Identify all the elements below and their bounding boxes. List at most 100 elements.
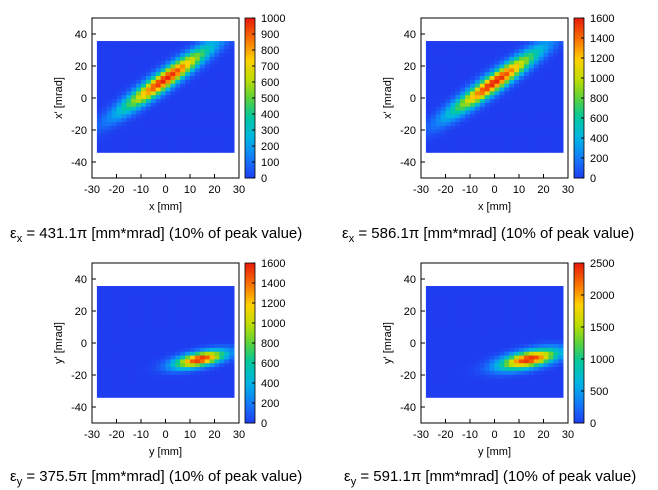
heatmap-cell	[131, 359, 137, 364]
heatmap-cell	[111, 56, 117, 61]
heatmap-cell	[145, 60, 152, 65]
heatmap-cell	[435, 52, 441, 57]
heatmap-cell	[229, 52, 235, 57]
colorbar-segment	[574, 48, 584, 51]
heatmap-cell	[170, 90, 176, 96]
heatmap-cell	[558, 328, 564, 333]
heatmap-cell	[533, 382, 539, 387]
heatmap-cell	[101, 94, 108, 100]
x-tick-label: -10	[462, 184, 478, 196]
heatmap-cell	[101, 343, 108, 348]
heatmap-cell	[440, 332, 446, 337]
heatmap-cell	[150, 320, 157, 325]
heatmap-cell	[96, 56, 103, 61]
colorbar-segment	[245, 114, 255, 117]
heatmap-cell	[106, 320, 112, 325]
heatmap-cell	[440, 125, 446, 130]
heatmap-cell	[533, 316, 539, 321]
colorbar-segment	[574, 305, 584, 308]
heatmap-cell	[145, 351, 152, 356]
heatmap-cell	[489, 335, 495, 341]
heatmap-cell	[111, 359, 117, 364]
heatmap-cell	[175, 359, 181, 364]
heatmap-cell	[470, 117, 476, 123]
heatmap-cell	[170, 370, 176, 375]
colorbar-segment	[574, 389, 584, 392]
heatmap-cell	[440, 286, 446, 291]
heatmap-cell	[136, 121, 142, 126]
colorbar-segment	[574, 397, 584, 400]
heatmap-cell	[514, 332, 520, 337]
heatmap-cell	[96, 351, 103, 356]
heatmap-cell	[121, 389, 127, 394]
heatmap-cell	[229, 289, 235, 295]
heatmap-cell	[121, 366, 127, 371]
heatmap-cell	[504, 286, 510, 291]
panel-2: -30 -20 -10 0 10 20 30 40 20 0 -20 -40 y [mm] y' [mra…	[0, 245, 329, 490]
heatmap-cell	[484, 297, 490, 302]
heatmap-cell	[514, 125, 520, 130]
heatmap-cell	[499, 64, 505, 69]
heatmap-cell	[121, 102, 127, 107]
heatmap-cell	[425, 332, 432, 337]
heatmap-cell	[440, 64, 446, 69]
heatmap-cell	[484, 114, 490, 119]
heatmap-cell	[523, 289, 530, 295]
heatmap-cell	[204, 366, 210, 371]
heatmap-cell	[170, 98, 176, 103]
heatmap-cell	[204, 137, 210, 142]
heatmap-cell	[435, 374, 441, 379]
colorbar-segment	[245, 176, 255, 179]
heatmap-cell	[474, 129, 481, 134]
heatmap-cell	[165, 90, 171, 96]
heatmap-cell	[145, 309, 152, 314]
heatmap-cell	[199, 106, 206, 111]
heatmap-cell	[553, 114, 559, 119]
heatmap-cell	[489, 324, 495, 329]
heatmap-cell	[519, 75, 525, 80]
heatmap-cell	[224, 359, 230, 364]
heatmap-cell	[440, 362, 446, 368]
heatmap-cell	[170, 286, 176, 291]
colorbar-segment	[245, 305, 255, 308]
heatmap-cell	[224, 102, 230, 107]
heatmap-cell	[445, 121, 451, 126]
heatmap-cell	[121, 293, 127, 298]
heatmap-cell	[514, 144, 520, 149]
heatmap-cell	[224, 52, 230, 57]
heatmap-cell	[538, 316, 544, 321]
heatmap-cell	[101, 133, 108, 138]
heatmap-cell	[155, 52, 161, 57]
heatmap-cell	[150, 355, 157, 360]
heatmap-cell	[450, 60, 456, 65]
colorbar-segment	[245, 84, 255, 87]
heatmap-cell	[111, 110, 117, 115]
heatmap-cell	[180, 129, 186, 134]
heatmap-cell	[185, 293, 191, 298]
heatmap-cell	[219, 320, 225, 325]
heatmap-cell	[126, 370, 132, 375]
heatmap-cell	[111, 378, 117, 383]
heatmap-cell	[450, 347, 456, 352]
heatmap-cell	[499, 293, 505, 298]
heatmap-cell	[194, 117, 201, 123]
heatmap-cell	[101, 355, 108, 360]
heatmap-cell	[435, 125, 441, 130]
heatmap-cell	[514, 137, 520, 142]
heatmap-cell	[479, 301, 486, 306]
heatmap-cell	[435, 56, 441, 61]
heatmap-cell	[229, 114, 235, 119]
heatmap-cell	[214, 140, 220, 146]
heatmap-cell	[425, 378, 432, 383]
heatmap-cell	[121, 144, 127, 149]
heatmap-cell	[489, 343, 495, 348]
heatmap-cell	[96, 324, 103, 329]
heatmap-cell	[106, 301, 112, 306]
heatmap-cell	[131, 90, 137, 96]
heatmap-cell	[101, 144, 108, 149]
heatmap-cell	[445, 75, 451, 80]
colorbar-segment	[574, 140, 584, 143]
heatmap-cell	[479, 52, 486, 57]
heatmap-cell	[145, 102, 152, 107]
heatmap-cell	[160, 75, 166, 80]
